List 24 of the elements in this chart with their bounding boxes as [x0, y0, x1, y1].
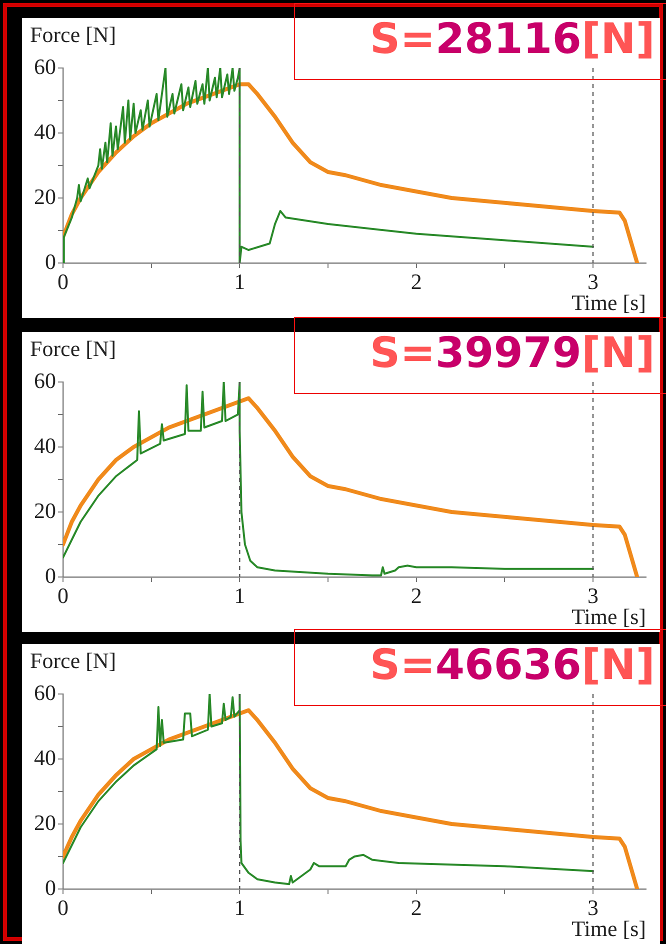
text: S=39979[N] [370, 328, 655, 377]
y-tick-label: 60 [34, 680, 56, 705]
text: S=46636[N] [370, 640, 655, 689]
y-tick-label: 20 [34, 184, 56, 209]
text: S=28116[N] [370, 14, 655, 63]
x-tick-label: 2 [410, 894, 422, 920]
y-tick-label: 20 [34, 498, 56, 523]
y-axis-title: Force [N] [30, 22, 116, 48]
x-tick-label: 1 [234, 582, 246, 608]
x-tick-label: 1 [234, 268, 246, 294]
y-tick-label: 40 [34, 118, 56, 144]
x-tick-label: 2 [410, 268, 422, 294]
x-tick-label: 1 [234, 894, 246, 920]
y-axis-title: Force [N] [30, 648, 116, 674]
y-tick-label: 40 [34, 744, 56, 770]
y-tick-label: 20 [34, 810, 56, 835]
y-axis-title: Force [N] [30, 336, 116, 362]
y-tick-label: 0 [45, 562, 56, 588]
y-tick-label: 60 [34, 368, 56, 393]
y-tick-label: 40 [34, 432, 56, 458]
y-tick-label: 0 [45, 874, 56, 900]
x-tick-label: 2 [410, 582, 422, 608]
y-tick-label: 60 [34, 54, 56, 79]
y-tick-label: 0 [45, 248, 56, 274]
